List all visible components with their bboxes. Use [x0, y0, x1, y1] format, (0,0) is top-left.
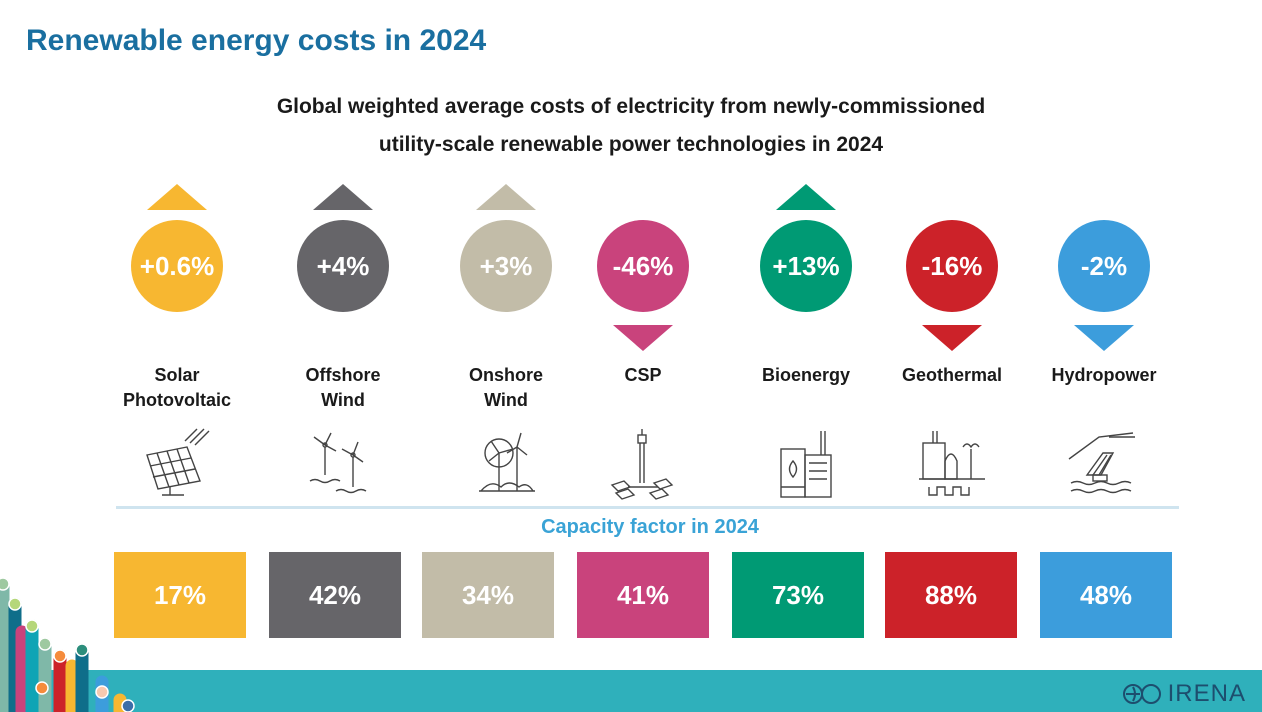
trend-arrow-icon	[476, 184, 536, 210]
section-divider	[116, 506, 1179, 509]
footer-band	[0, 670, 1262, 712]
tech-column-hydropower: -2% Hydropower	[1024, 180, 1184, 500]
tech-name-line-2: Wind	[321, 390, 365, 410]
cost-change-circle: +4%	[297, 220, 389, 312]
bioenergy-plant-icon	[780, 431, 832, 498]
irena-logo: IRENA	[1122, 680, 1246, 708]
tech-name: Offshore Wind	[263, 363, 423, 413]
decorative-pillars-graphic	[0, 577, 135, 712]
cost-change-circle: -16%	[906, 220, 998, 312]
subtitle-line-1: Global weighted average costs of electri…	[276, 95, 986, 118]
tech-name-line-1: Bioenergy	[761, 365, 851, 385]
tech-name: Onshore Wind	[426, 363, 586, 413]
tech-column-offshore-wind: +4% Offshore Wind	[263, 180, 423, 500]
capacity-factor-box-bioenergy: 73%	[732, 552, 864, 638]
capacity-factor-box-geothermal: 88%	[885, 552, 1017, 638]
irena-logo-text: IRENA	[1167, 680, 1246, 707]
tech-name: Bioenergy	[726, 363, 886, 388]
cost-change-circle: +3%	[460, 220, 552, 312]
trend-arrow-icon	[313, 184, 373, 210]
capacity-factor-box-hydropower: 48%	[1040, 552, 1172, 638]
capacity-factor-box-offshore-wind: 42%	[269, 552, 401, 638]
capacity-factor-title: Capacity factor in 2024	[541, 516, 759, 538]
tech-name-line-1: Hydropower	[1051, 365, 1157, 385]
tech-name-line-1: Solar	[154, 365, 200, 385]
tech-name-line-2: Wind	[484, 390, 528, 410]
onshore-wind-icon	[479, 432, 535, 492]
cost-change-circle: -2%	[1058, 220, 1150, 312]
tech-name: Solar Photovoltaic	[97, 363, 257, 413]
capacity-factor-box-csp: 41%	[577, 552, 709, 638]
tech-column-geothermal: -16% Geothermal	[872, 180, 1032, 500]
tech-name: Geothermal	[872, 363, 1032, 388]
tech-name-line-1: Geothermal	[901, 365, 1003, 385]
tech-name-line-2: Photovoltaic	[122, 390, 231, 410]
tech-column-csp: -46% CSP	[563, 180, 723, 500]
tech-column-solar: +0.6% Solar Photovoltaic	[97, 180, 257, 500]
trend-arrow-icon	[147, 184, 207, 210]
trend-arrow-icon	[613, 325, 673, 351]
trend-arrow-icon	[922, 325, 982, 351]
tech-name-line-1: Offshore	[305, 365, 381, 385]
capacity-factor-box-onshore-wind: 34%	[422, 552, 554, 638]
offshore-wind-icon	[309, 432, 367, 494]
capacity-factor-box-solar: 17%	[114, 552, 246, 638]
cost-change-circle: +0.6%	[131, 220, 223, 312]
trend-arrow-icon	[1074, 325, 1134, 351]
irena-logo-icon	[1122, 684, 1161, 704]
tech-name-line-1: Onshore	[468, 365, 543, 385]
solar-panel-icon	[146, 428, 210, 496]
cost-change-circle: -46%	[597, 220, 689, 312]
tech-name: CSP	[563, 363, 723, 388]
hydropower-dam-icon	[1068, 432, 1135, 494]
chart-subtitle: Global weighted average costs of electri…	[0, 88, 1262, 164]
trend-arrow-icon	[776, 184, 836, 210]
tech-column-bioenergy: +13% Bioenergy	[726, 180, 886, 500]
tech-name: Hydropower	[1024, 363, 1184, 388]
geothermal-plant-icon	[919, 431, 985, 496]
csp-tower-icon	[610, 429, 674, 500]
tech-name-line-1: CSP	[624, 365, 662, 385]
cost-change-circle: +13%	[760, 220, 852, 312]
page-title: Renewable energy costs in 2024	[26, 24, 487, 57]
subtitle-line-2: utility-scale renewable power technologi…	[378, 133, 884, 156]
tech-column-onshore-wind: +3% Onshore Wind	[426, 180, 586, 500]
